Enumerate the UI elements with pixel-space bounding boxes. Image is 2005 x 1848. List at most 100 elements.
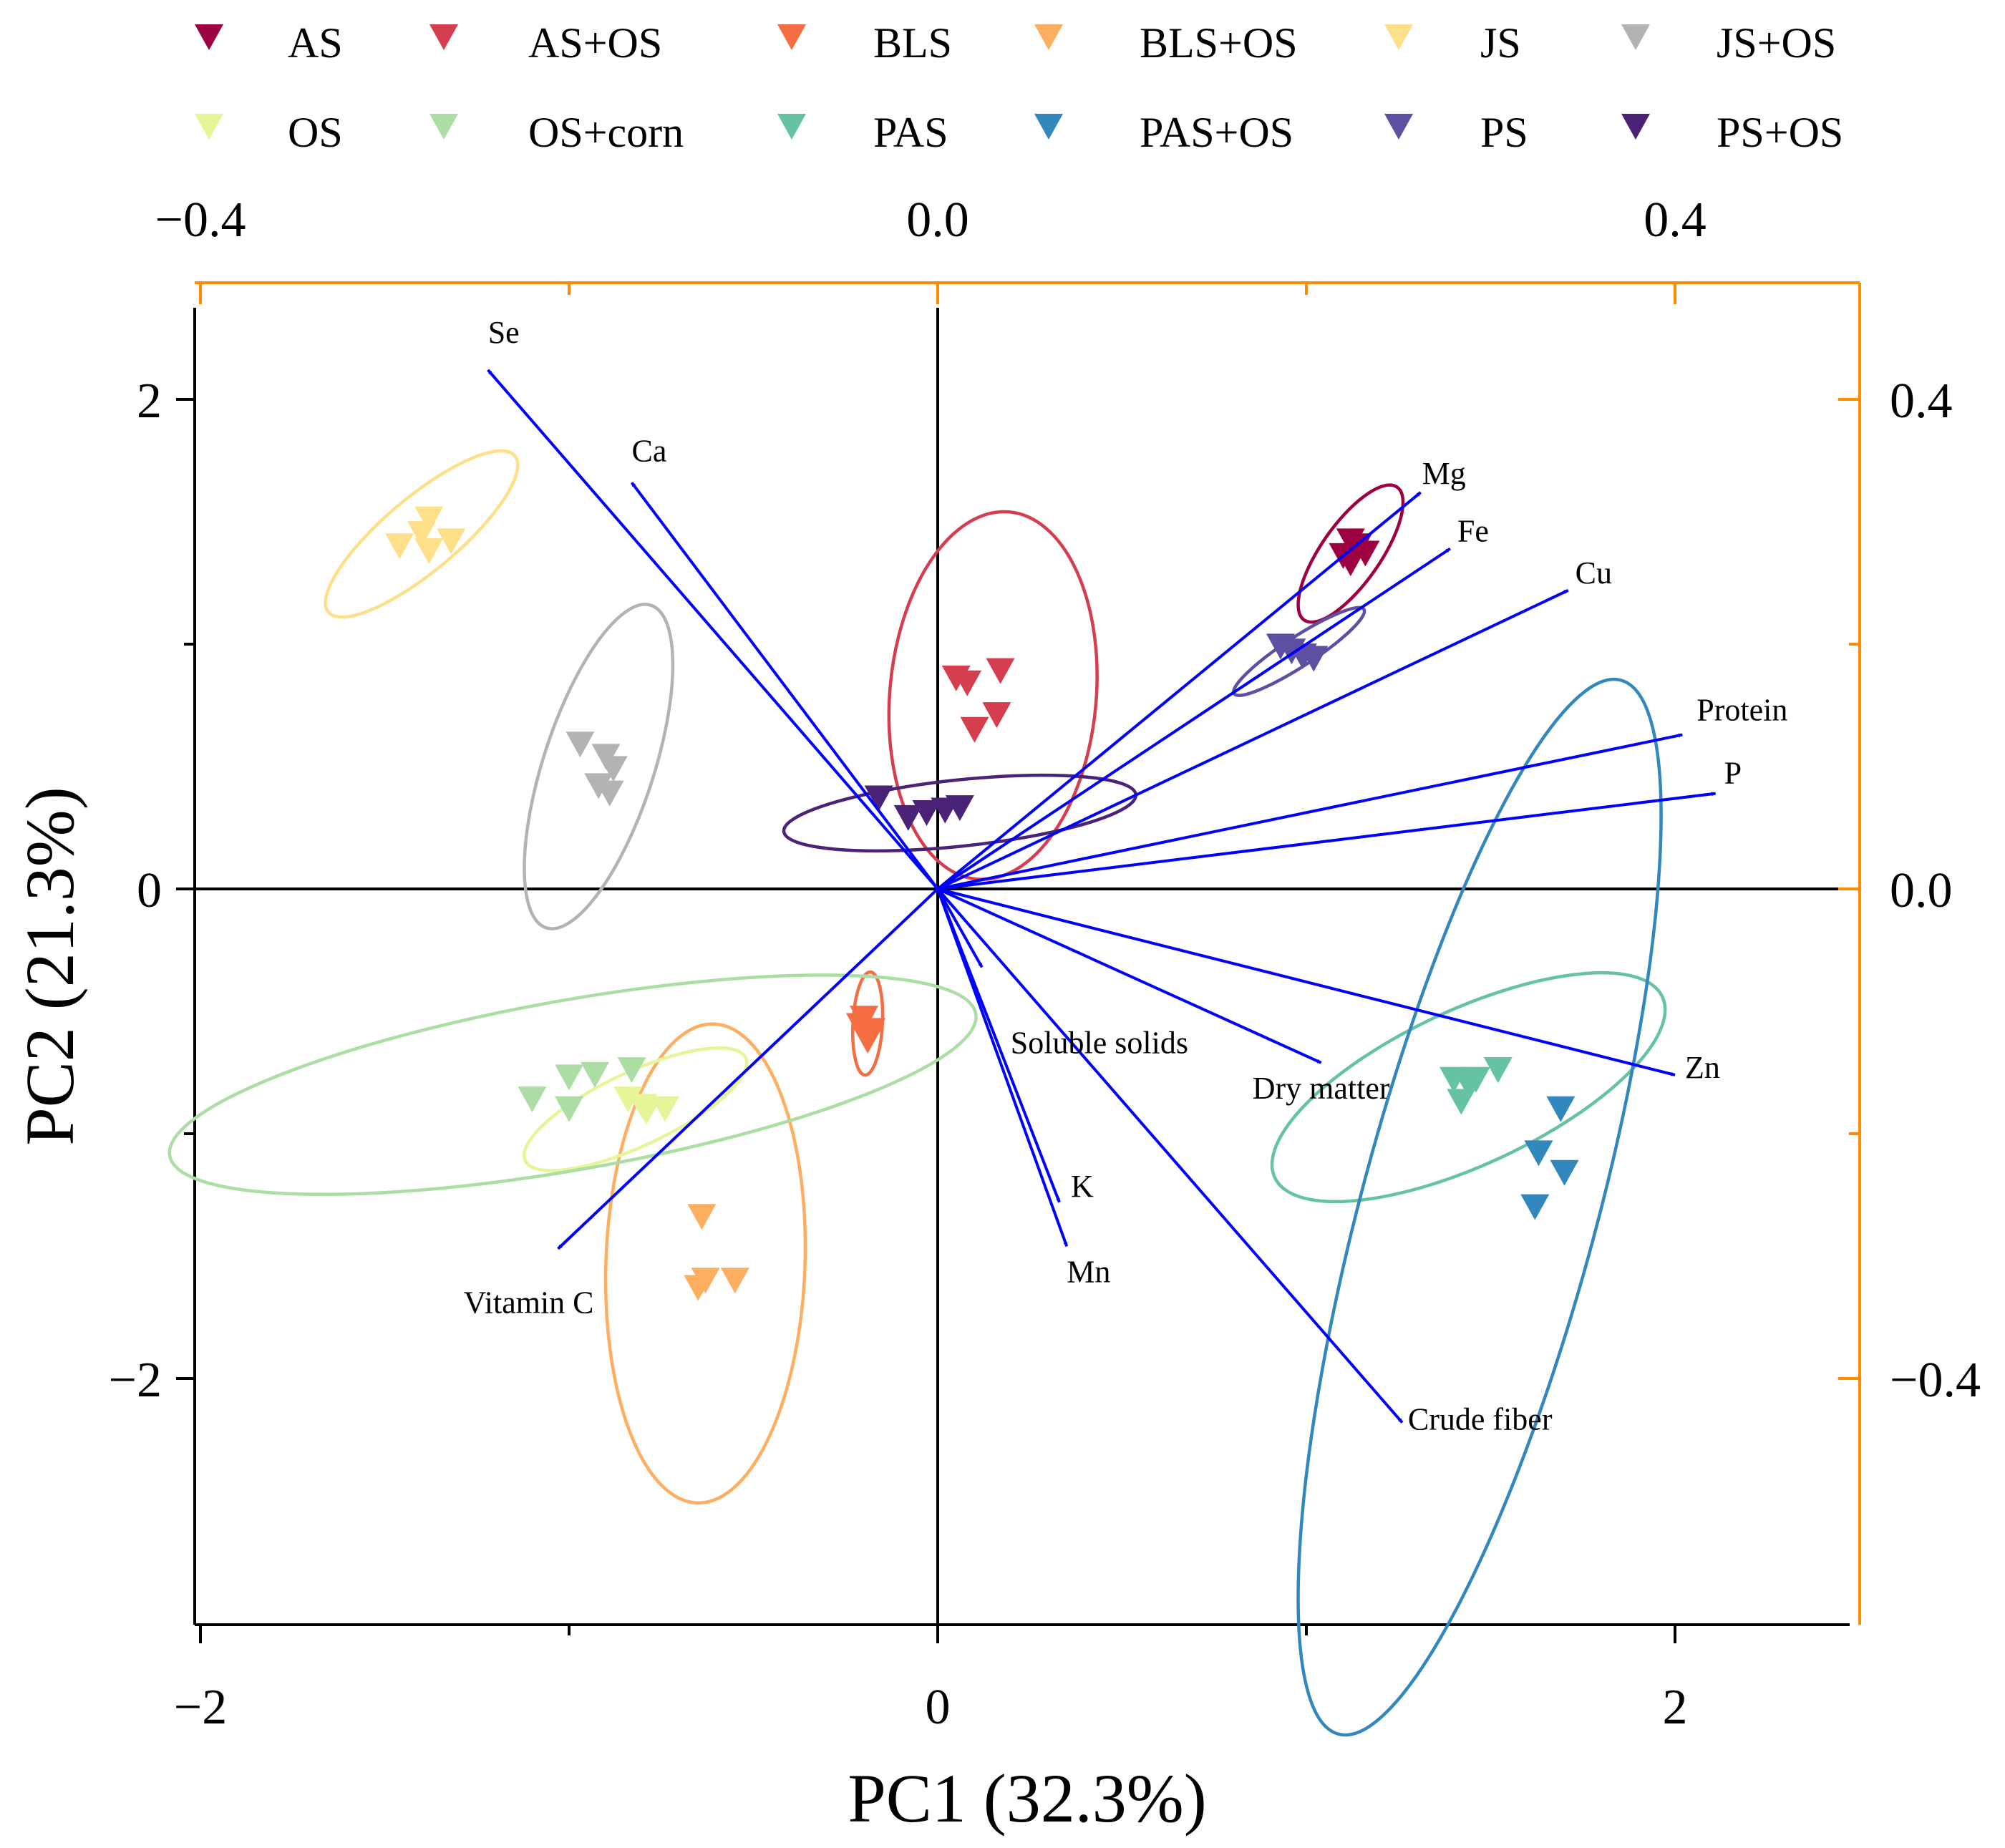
point-js	[414, 538, 444, 565]
point-bls-os	[687, 1204, 717, 1230]
y-tick-label: 0	[137, 863, 162, 918]
legend-marker-js	[1384, 24, 1413, 50]
ellipse-as	[1296, 483, 1405, 624]
point-pas	[1483, 1057, 1513, 1084]
legend-marker-as-os	[429, 24, 458, 50]
point-as-os	[953, 670, 982, 696]
vector-mg	[936, 491, 1422, 890]
legend-marker-pas	[777, 114, 806, 140]
ellipse-pas-os	[1296, 677, 1663, 1737]
legend-label-js: JS	[1480, 19, 1521, 67]
vector-se	[487, 369, 939, 890]
vector-label-se: Se	[488, 315, 520, 350]
vector-label-crude-fiber: Crude fiber	[1408, 1402, 1553, 1437]
top-tick-label: −0.4	[155, 193, 246, 248]
ellipse-js-os	[523, 603, 675, 930]
vector-ca	[630, 482, 939, 890]
legend-marker-os	[195, 114, 223, 140]
axes: −2 0 2 −2 0 2 −0.4 0.0 0.4 −0.4 0.0 0.4	[109, 193, 1981, 1735]
point-os	[632, 1099, 661, 1125]
legend-marker-as	[195, 24, 223, 50]
point-as-os	[986, 658, 1015, 684]
legend-label-as: AS	[288, 19, 343, 67]
legend-label-js-os: JS+OS	[1717, 19, 1836, 67]
ellipse-pas	[1270, 971, 1667, 1204]
vector-dry-matter	[937, 887, 1322, 1064]
vector-soluble-solids	[936, 888, 984, 968]
ellipse-as-os	[887, 510, 1099, 881]
point-ps-os	[864, 785, 893, 812]
point-ps-os	[945, 795, 974, 822]
point-bls-os	[720, 1268, 749, 1294]
x-axis-title: PC1 (32.3%)	[848, 1760, 1206, 1837]
vector-crude-fiber	[936, 887, 1404, 1424]
point-os-corn	[555, 1096, 583, 1122]
legend-label-pas-os: PAS+OS	[1140, 109, 1293, 156]
point-ps-os	[912, 799, 941, 826]
y-tick-label: 2	[137, 374, 162, 429]
vector-label-cu: Cu	[1576, 555, 1612, 590]
y-axis-title: PC2 (21.3%)	[11, 787, 88, 1145]
x-tick-label: 0	[926, 1680, 951, 1735]
ellipse-bls-os	[603, 1022, 807, 1505]
x-tick-label: −2	[174, 1680, 227, 1735]
point-js	[414, 506, 444, 532]
vector-label-vitamin-c: Vitamin C	[464, 1285, 594, 1321]
x-tick-label: 2	[1663, 1680, 1688, 1735]
right-tick-label: 0.0	[1890, 863, 1953, 918]
legend-marker-ps	[1384, 114, 1413, 140]
point-ps-os	[893, 804, 923, 831]
vector-zn	[937, 887, 1676, 1076]
vector-mn	[936, 888, 1069, 1247]
point-pas	[1447, 1089, 1476, 1115]
legend-marker-js-os	[1621, 24, 1650, 50]
legend-marker-bls	[777, 24, 806, 50]
point-pas	[1461, 1066, 1490, 1093]
legend-marker-pas-os	[1034, 114, 1063, 140]
point-pas-os	[1520, 1194, 1550, 1220]
confidence-ellipses	[168, 449, 1667, 1737]
vector-label-protein: Protein	[1696, 693, 1787, 728]
point-pas-os	[1546, 1096, 1576, 1122]
loading-vectors	[487, 369, 1717, 1424]
vector-cu	[937, 588, 1569, 890]
point-js-os	[565, 731, 595, 758]
vector-label-soluble-solids: Soluble solids	[1011, 1025, 1188, 1060]
vector-label-k: K	[1071, 1169, 1094, 1204]
ellipse-os-corn	[168, 973, 978, 1197]
top-tick-label: 0.4	[1644, 193, 1707, 248]
legend-marker-ps-os	[1621, 114, 1650, 140]
legend-label-os-corn: OS+corn	[528, 109, 684, 156]
vector-fe	[936, 547, 1451, 890]
vector-protein	[937, 733, 1683, 890]
point-js	[385, 533, 414, 560]
vector-label-dry-matter: Dry matter	[1253, 1071, 1390, 1106]
point-js-os	[595, 780, 624, 807]
legend-label-ps-os: PS+OS	[1717, 109, 1843, 156]
vector-label-zn: Zn	[1685, 1050, 1720, 1085]
point-js	[437, 528, 466, 555]
ticks: −2 0 2 −2 0 2 −0.4 0.0 0.4 −0.4 0.0 0.4	[109, 193, 1981, 1735]
ellipse-js	[324, 449, 520, 619]
loading-labels: Se Ca Mg Fe Cu Protein P Zn Dry matter Crude fibe…	[464, 315, 1788, 1437]
point-os-corn	[518, 1086, 547, 1113]
ellipse-os	[522, 1046, 749, 1172]
point-os-corn	[555, 1064, 583, 1091]
vector-p	[937, 792, 1717, 890]
point-os	[650, 1096, 679, 1122]
legend-label-os: OS	[288, 109, 343, 156]
legend-label-ps: PS	[1480, 109, 1528, 156]
vector-label-p: P	[1724, 756, 1742, 791]
legend-label-pas: PAS	[873, 109, 948, 156]
point-ps	[1299, 646, 1329, 672]
vector-label-ca: Ca	[632, 433, 667, 468]
vector-vitamin-c	[557, 887, 939, 1250]
point-js-os	[598, 756, 628, 782]
top-tick-label: 0.0	[906, 193, 969, 248]
legend-label-bls-os: BLS+OS	[1140, 19, 1298, 67]
point-os-corn	[617, 1057, 646, 1084]
legend-label-bls: BLS	[873, 19, 952, 67]
point-as-os	[960, 716, 989, 743]
legend: AS AS+OS BLS BLS+OS JS JS+OS OS OS+corn PAS PAS+O…	[195, 19, 1843, 156]
